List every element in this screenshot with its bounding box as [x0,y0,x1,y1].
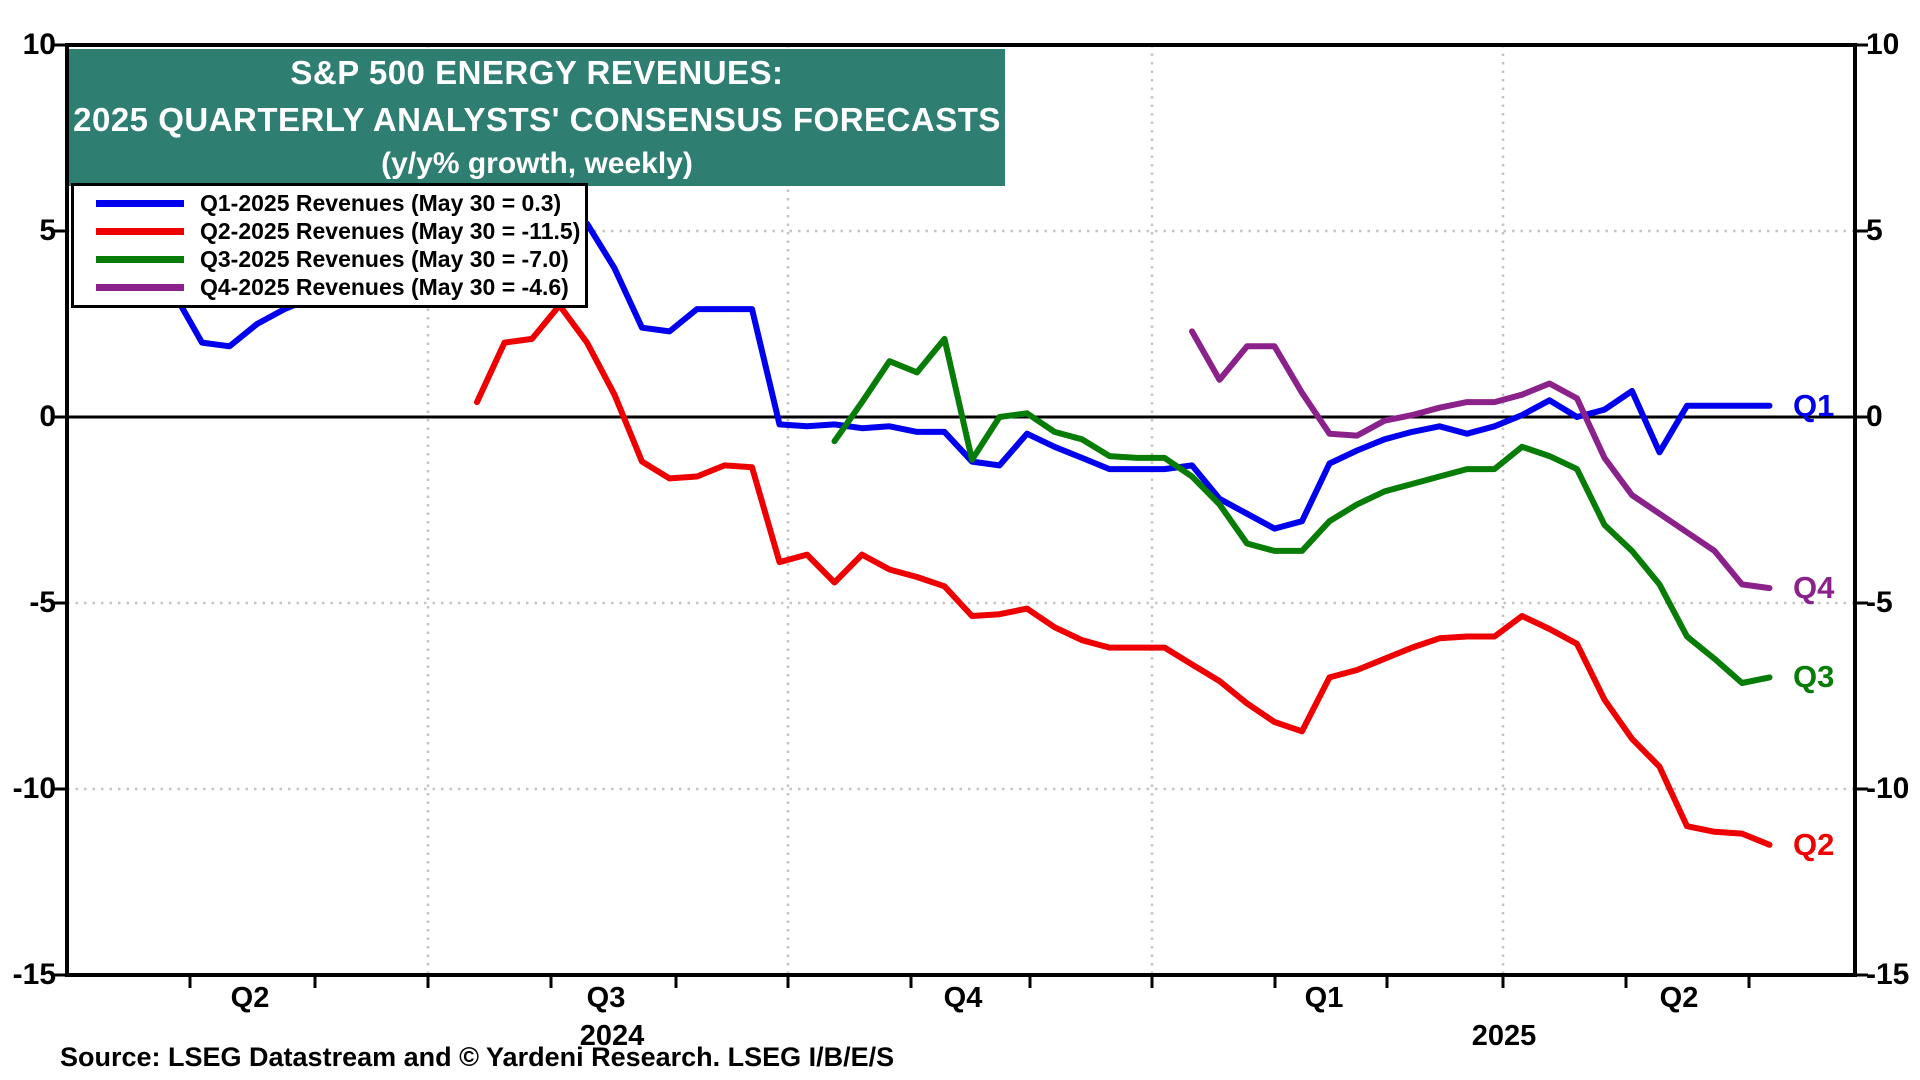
series-line-q2 [474,302,1773,848]
legend-q1-line-swatch [96,199,184,207]
legend-q1-label: Q1-2025 Revenues (May 30 = 0.3) [200,189,562,216]
plot-frame [65,43,1857,977]
chart-title-line1: S&P 500 ENERGY REVENUES: [290,54,784,91]
legend: Q1-2025 Revenues (May 30 = 0.3) Q2-2025 … [71,183,588,308]
source-note: Source: LSEG Datastream and © Yardeni Re… [60,1042,895,1072]
series-line-q3 [831,335,1773,686]
legend-q3-label: Q3-2025 Revenues (May 30 = -7.0) [200,246,569,273]
legend-item-q2: Q2-2025 Revenues (May 30 = -11.5) [74,218,585,244]
legend-item-q3: Q3-2025 Revenues (May 30 = -7.0) [74,246,585,273]
legend-item-q1: Q1-2025 Revenues (May 30 = 0.3) [74,190,585,216]
series-line-q4 [1189,328,1773,592]
chart-subtitle: (y/y% growth, weekly) [381,147,693,180]
legend-q4-label: Q4-2025 Revenues (May 30 = -4.6) [200,274,569,301]
chart-title-line2: 2025 QUARTERLY ANALYSTS' CONSENSUS FOREC… [73,101,1001,138]
legend-q3-line-swatch [96,256,184,264]
legend-q4-line-swatch [96,284,184,292]
legend-q2-label: Q2-2025 Revenues (May 30 = -11.5) [200,217,581,244]
legend-item-q4: Q4-2025 Revenues (May 30 = -4.6) [74,274,585,301]
legend-q2-line-swatch [96,227,184,235]
chart-title-box: S&P 500 ENERGY REVENUES: 2025 QUARTERLY … [69,49,1005,186]
